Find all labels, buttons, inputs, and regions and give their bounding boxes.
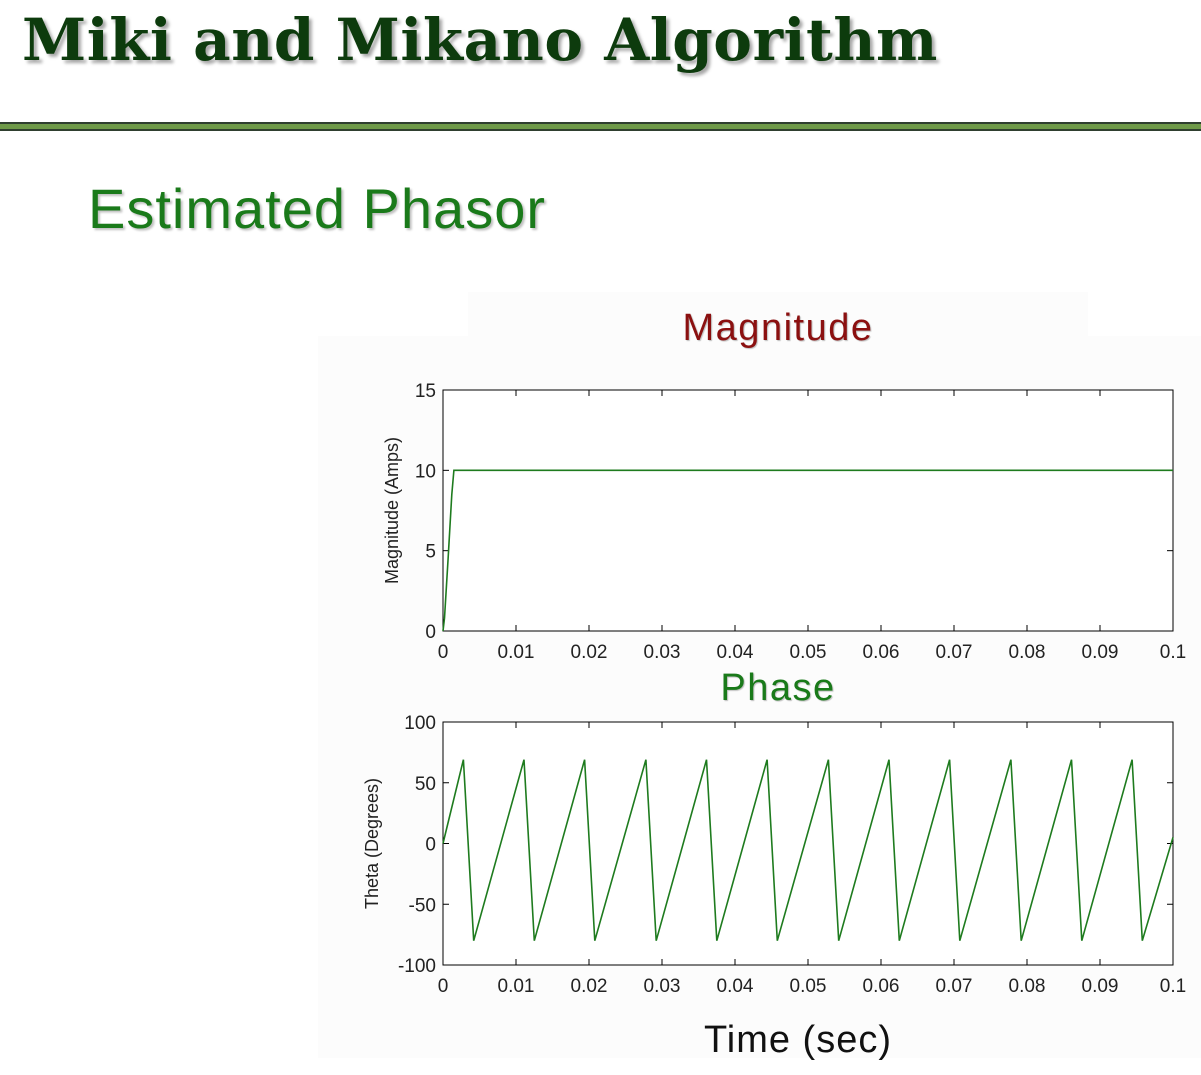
time-axis-caption: Time (sec): [704, 1019, 892, 1061]
figure-title-band: [468, 292, 1088, 338]
x-tick-label: 0.1: [1160, 976, 1186, 997]
x-tick-label: 0.06: [863, 642, 900, 663]
x-tick-label: 0.09: [1082, 642, 1119, 663]
x-tick-label: 0.01: [498, 642, 535, 663]
x-tick-label: 0.1: [1160, 642, 1186, 663]
chart-magnitude: Magnitude 0 0.01 0.02 0.03 0.04 0.05 0.06 0.07 0.…: [382, 307, 1186, 663]
x-tick-label: 0.07: [936, 642, 973, 663]
x-tick-label: 0.09: [1082, 976, 1119, 997]
slide-subtitle: Estimated Phasor: [88, 177, 546, 240]
y-axis-label: Theta (Degrees): [362, 778, 382, 909]
series-line-phase-0: [442, 759, 1174, 941]
x-tick-label: 0.03: [644, 642, 681, 663]
chart-phase: Phase 0 0.01 0.02 0.03 0.04 0.05 0.06 0.07 0.08 0.…: [362, 667, 1186, 997]
x-tick-label: 0.08: [1009, 976, 1046, 997]
x-tick-label: 0.04: [717, 976, 754, 997]
x-tick-label: 0.06: [863, 976, 900, 997]
x-tick-label: 0.05: [790, 642, 827, 663]
x-tick-label: 0.04: [717, 642, 754, 663]
x-tick-label: 0.02: [571, 642, 608, 663]
x-tick-label: 0.05: [790, 976, 827, 997]
slide-title: Miki and Mikano Algorithm: [22, 6, 938, 74]
chart-title-phase: Phase: [720, 667, 835, 709]
y-tick-label: 50: [415, 774, 436, 795]
x-tick-label: 0.03: [644, 976, 681, 997]
x-tick-label: 0.02: [571, 976, 608, 997]
x-tick-label: 0.08: [1009, 642, 1046, 663]
x-tick-label: 0: [438, 642, 449, 663]
plot-frame: [442, 721, 1174, 966]
series-line-magnitude-0: [442, 469, 1173, 632]
chart-title-magnitude: Magnitude: [683, 307, 874, 349]
y-tick-label: 5: [425, 542, 436, 563]
y-tick-label: 15: [415, 381, 436, 402]
x-tick-label: 0.07: [936, 976, 973, 997]
y-tick-label: 100: [404, 713, 436, 734]
plot-frame: [442, 389, 1174, 632]
title-divider: [0, 122, 1201, 131]
y-tick-label: 10: [415, 461, 436, 482]
y-tick-label: 0: [425, 622, 436, 643]
x-tick-label: 0: [438, 976, 449, 997]
y-tick-label: -100: [398, 956, 436, 977]
y-tick-label: 0: [425, 835, 436, 856]
y-tick-label: -50: [409, 895, 436, 916]
y-axis-label: Magnitude (Amps): [382, 437, 402, 584]
x-tick-label: 0.01: [498, 976, 535, 997]
